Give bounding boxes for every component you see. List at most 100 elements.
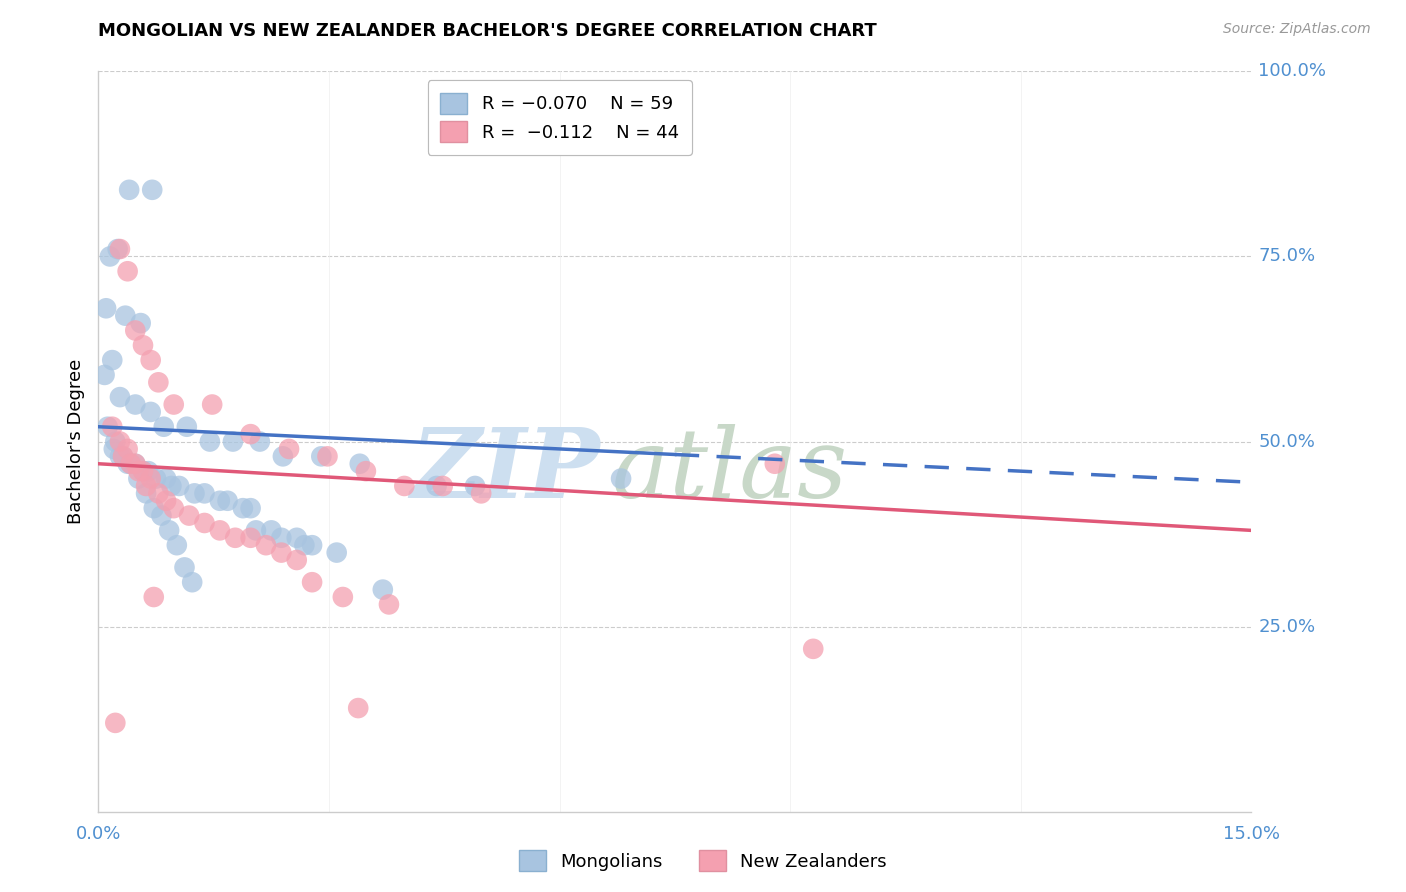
Point	[141, 183, 163, 197]
Point	[173, 560, 195, 574]
Point	[157, 524, 180, 538]
Point	[325, 546, 347, 560]
Point	[114, 309, 136, 323]
Point	[117, 457, 139, 471]
Point	[167, 479, 190, 493]
Point	[139, 405, 162, 419]
Point	[301, 538, 323, 552]
Point	[270, 531, 292, 545]
Point	[183, 486, 205, 500]
Point	[245, 524, 267, 538]
Point	[107, 242, 129, 256]
Point	[176, 419, 198, 434]
Point	[111, 450, 134, 464]
Point	[278, 442, 301, 456]
Point	[426, 479, 449, 493]
Point	[117, 442, 139, 456]
Point	[139, 471, 162, 485]
Point	[155, 493, 177, 508]
Text: ZIP: ZIP	[411, 425, 600, 518]
Point	[371, 582, 394, 597]
Point	[232, 501, 254, 516]
Point	[316, 450, 339, 464]
Point	[249, 434, 271, 449]
Text: Source: ZipAtlas.com: Source: ZipAtlas.com	[1223, 22, 1371, 37]
Point	[239, 501, 262, 516]
Point	[801, 641, 824, 656]
Point	[142, 501, 165, 516]
Point	[129, 316, 152, 330]
Point	[260, 524, 283, 538]
Point	[179, 508, 201, 523]
Point	[193, 516, 215, 530]
Point	[464, 479, 486, 493]
Point	[103, 442, 125, 456]
Point	[239, 531, 262, 545]
Point	[132, 338, 155, 352]
Point	[271, 450, 294, 464]
Point	[208, 524, 231, 538]
Y-axis label: Bachelor's Degree: Bachelor's Degree	[66, 359, 84, 524]
Point	[124, 324, 146, 338]
Point	[285, 531, 308, 545]
Point	[93, 368, 115, 382]
Legend: Mongolians, New Zealanders: Mongolians, New Zealanders	[512, 843, 894, 879]
Point	[763, 457, 786, 471]
Point	[98, 250, 121, 264]
Point	[198, 434, 221, 449]
Point	[108, 450, 131, 464]
Point	[285, 553, 308, 567]
Point	[148, 486, 170, 500]
Point	[354, 464, 377, 478]
Point	[201, 398, 224, 412]
Point	[193, 486, 215, 500]
Point	[224, 531, 246, 545]
Point	[394, 479, 416, 493]
Point	[142, 590, 165, 604]
Point	[332, 590, 354, 604]
Point	[124, 457, 146, 471]
Point	[163, 501, 186, 516]
Point	[347, 701, 370, 715]
Point	[132, 464, 155, 478]
Point	[160, 479, 183, 493]
Point	[108, 390, 131, 404]
Point	[155, 471, 177, 485]
Point	[124, 398, 146, 412]
Point	[239, 427, 262, 442]
Point	[138, 464, 160, 478]
Point	[294, 538, 316, 552]
Legend: R = −0.070    N = 59, R =  −0.112    N = 44: R = −0.070 N = 59, R = −0.112 N = 44	[427, 80, 692, 154]
Point	[120, 457, 142, 471]
Point	[301, 575, 323, 590]
Point	[94, 301, 117, 316]
Point	[104, 434, 127, 449]
Point	[349, 457, 371, 471]
Point	[108, 434, 131, 449]
Text: MONGOLIAN VS NEW ZEALANDER BACHELOR'S DEGREE CORRELATION CHART: MONGOLIAN VS NEW ZEALANDER BACHELOR'S DE…	[98, 22, 877, 40]
Point	[104, 715, 127, 730]
Point	[139, 353, 162, 368]
Point	[270, 546, 292, 560]
Point	[311, 450, 333, 464]
Point	[117, 264, 139, 278]
Text: 75.0%: 75.0%	[1258, 247, 1316, 266]
Point	[145, 471, 167, 485]
Point	[135, 486, 157, 500]
Text: atlas: atlas	[612, 425, 848, 518]
Text: 100.0%: 100.0%	[1258, 62, 1326, 80]
Point	[166, 538, 188, 552]
Point	[135, 479, 157, 493]
Point	[97, 419, 120, 434]
Point	[101, 419, 124, 434]
Point	[108, 242, 131, 256]
Point	[152, 419, 174, 434]
Point	[111, 450, 134, 464]
Point	[132, 464, 155, 478]
Point	[432, 479, 454, 493]
Point	[378, 598, 401, 612]
Point	[610, 471, 633, 485]
Text: 50.0%: 50.0%	[1258, 433, 1315, 450]
Point	[127, 471, 149, 485]
Point	[148, 376, 170, 390]
